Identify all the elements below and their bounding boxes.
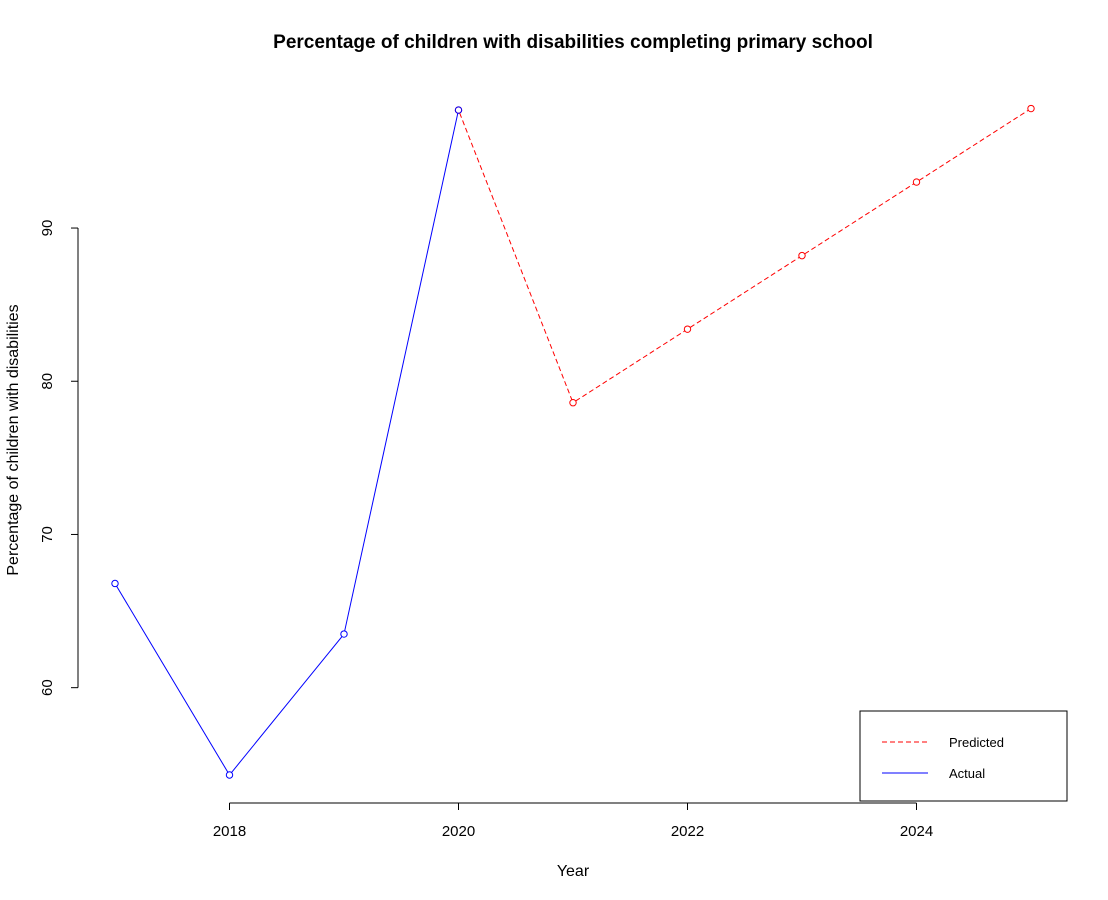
data-point: [111, 579, 119, 588]
legend-label-actual: Actual: [949, 766, 985, 781]
data-point: [225, 771, 234, 779]
y-axis: 60 70 80 90: [39, 220, 79, 696]
chart-title: Percentage of children with disabilities…: [273, 32, 873, 53]
series-line-segment: [918, 109, 1029, 181]
y-axis-label: Percentage of children with disabilities: [5, 304, 22, 575]
series-line-segment: [116, 585, 229, 773]
x-axis-label: Year: [557, 863, 590, 880]
data-point: [798, 251, 806, 260]
data-point: [912, 178, 921, 186]
data-point: [683, 325, 692, 333]
series-line-segment: [459, 112, 573, 400]
series-line-segment: [575, 330, 686, 402]
legend-box: [859, 710, 1068, 802]
x-tick-label: 2022: [671, 823, 704, 840]
data-point: [569, 398, 577, 407]
x-tick-label: 2020: [442, 823, 475, 840]
series-actual: [111, 106, 463, 779]
y-tick-label: 90: [39, 220, 56, 237]
data-point: [1027, 104, 1035, 113]
series-line-segment: [231, 636, 343, 773]
series-line-segment: [344, 113, 459, 632]
series-layer: [111, 104, 1035, 779]
series-line-segment: [689, 256, 800, 328]
data-point: [340, 630, 348, 638]
x-tick-label: 2024: [900, 823, 933, 840]
x-axis: 2018 2020 2022 2024: [213, 802, 933, 840]
series-line-segment: [804, 183, 915, 255]
legend: Predicted Actual: [859, 710, 1068, 802]
data-point: [454, 106, 463, 114]
legend-label-predicted: Predicted: [949, 735, 1004, 750]
x-tick-label: 2018: [213, 823, 246, 840]
y-tick-label: 70: [39, 526, 56, 543]
y-tick-label: 80: [39, 373, 56, 390]
series-predicted: [454, 104, 1035, 407]
y-tick-label: 60: [39, 679, 56, 696]
